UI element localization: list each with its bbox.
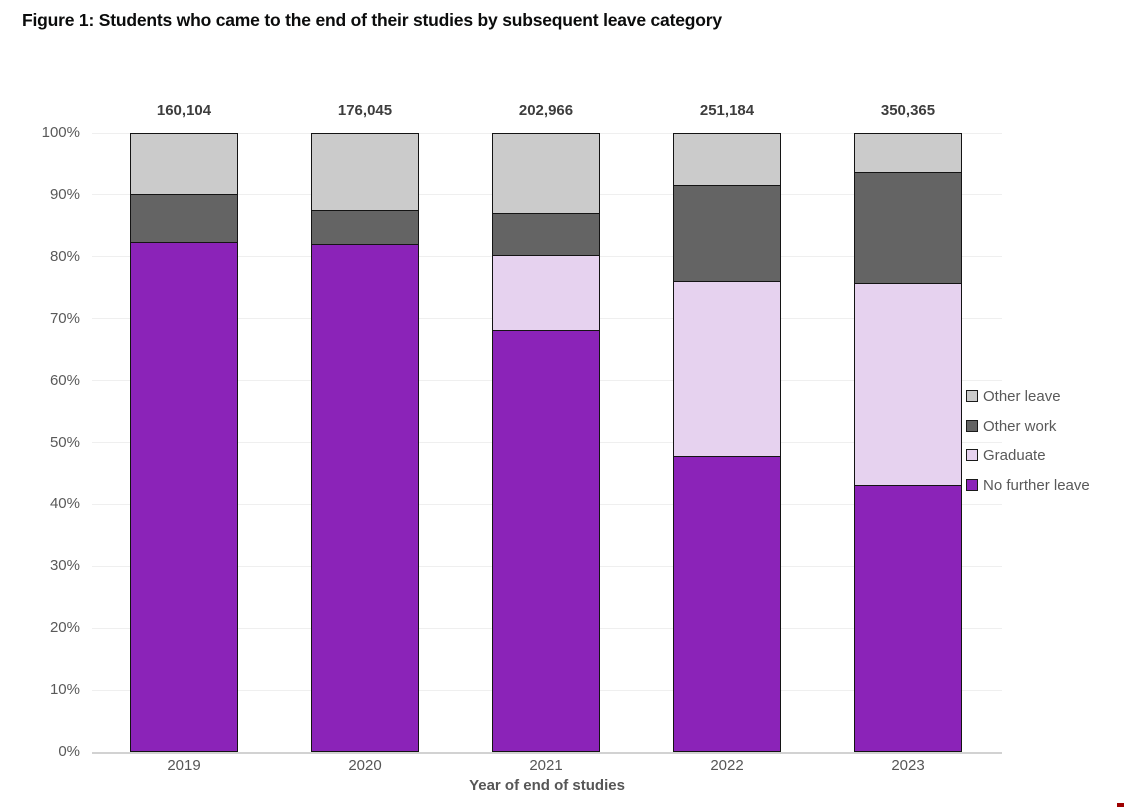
x-axis-tick-2021: 2021	[529, 757, 563, 774]
bar-segment-other-work-2020	[311, 209, 419, 245]
legend-swatch-graduate	[966, 449, 978, 462]
bar-total-2020: 176,045	[337, 102, 393, 119]
bar-segment-other-work-2022	[673, 184, 781, 282]
bar-segment-other-work-2019	[130, 193, 238, 244]
legend-label-graduate: Graduate	[983, 447, 1046, 465]
legend-swatch-other-work	[966, 419, 978, 432]
y-axis-tick-30: 30%	[49, 557, 80, 575]
x-axis-tick-2019: 2019	[167, 757, 201, 774]
bar-segment-other-work-2021	[492, 212, 600, 257]
x-axis-tick-2020: 2020	[348, 757, 382, 774]
x-axis-tick-2022: 2022	[710, 757, 744, 774]
y-axis-tick-40: 40%	[49, 495, 80, 513]
legend-swatch-other-leave	[966, 390, 978, 402]
bar-segment-no-further-leave-2022	[673, 455, 781, 752]
bar-total-2019: 160,104	[156, 102, 212, 119]
bar-total-2021: 202,966	[518, 102, 574, 119]
gridline-0	[92, 752, 1002, 754]
bar-segment-no-further-leave-2020	[311, 243, 419, 752]
screenshot-artifact	[1117, 803, 1124, 807]
y-axis-tick-100: 100%	[41, 124, 80, 141]
bar-segment-other-leave-2022	[673, 133, 781, 186]
legend-label-other-leave: Other leave	[983, 388, 1061, 405]
bar-segment-graduate-2022	[673, 280, 781, 457]
bar-segment-other-leave-2023	[854, 133, 962, 174]
bar-segment-no-further-leave-2023	[854, 484, 962, 752]
x-axis-title: Year of end of studies	[469, 777, 625, 794]
y-axis-tick-10: 10%	[49, 681, 80, 699]
chart-title: Figure 1: Students who came to the end o…	[22, 10, 722, 30]
y-axis-tick-0: 0%	[58, 743, 80, 760]
bar-segment-other-work-2023	[854, 171, 962, 285]
bar-segment-graduate-2023	[854, 282, 962, 487]
bar-segment-other-leave-2021	[492, 133, 600, 214]
y-axis-tick-90: 90%	[49, 185, 80, 203]
bar-segment-no-further-leave-2021	[492, 329, 600, 752]
bar-segment-no-further-leave-2019	[130, 241, 238, 752]
y-axis-tick-50: 50%	[49, 433, 80, 451]
y-axis-tick-70: 70%	[49, 309, 80, 327]
bar-total-2023: 350,365	[880, 102, 936, 119]
x-axis-tick-2023: 2023	[891, 757, 925, 774]
bar-segment-other-leave-2019	[130, 133, 238, 195]
legend-label-no-further-leave: No further leave	[983, 477, 1090, 495]
y-axis-tick-80: 80%	[49, 247, 80, 265]
legend-label-other-work: Other work	[983, 417, 1057, 435]
bar-segment-graduate-2021	[492, 254, 600, 332]
legend-swatch-no-further-leave	[966, 479, 978, 492]
bar-total-2022: 251,184	[699, 102, 755, 119]
y-axis-tick-60: 60%	[49, 371, 80, 389]
y-axis-tick-20: 20%	[49, 619, 80, 637]
bar-segment-other-leave-2020	[311, 133, 419, 212]
